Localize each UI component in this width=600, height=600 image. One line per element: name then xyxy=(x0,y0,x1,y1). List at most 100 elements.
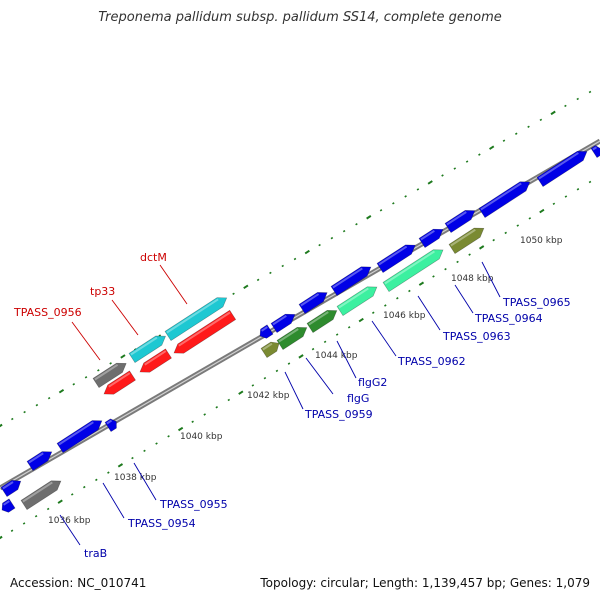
gene-arrow-shape xyxy=(330,266,372,297)
gene-arrow xyxy=(298,292,328,315)
gene-arrow-tpass-0964 xyxy=(448,227,485,255)
tick-mark xyxy=(358,317,364,323)
gene-arrow-flgg-shape xyxy=(276,327,308,351)
tick-mark xyxy=(588,90,592,94)
tick-mark xyxy=(131,456,134,460)
gene-label: TPASS_0956 xyxy=(13,306,82,319)
gene-arrow-sheen xyxy=(28,452,44,464)
gene-arrow-shape xyxy=(536,150,588,188)
genome-summary: Topology: circular; Length: 1,139,457 bp… xyxy=(260,576,590,590)
tick-mark xyxy=(298,354,304,359)
tick-mark xyxy=(167,435,170,438)
gene-arrow-sheen xyxy=(300,293,320,307)
gene-arrow-dctm-rev xyxy=(173,309,237,354)
gene-arrow-tpass-0955-sheen xyxy=(108,372,131,388)
tick-mark xyxy=(335,333,339,336)
tick-mark xyxy=(155,442,158,445)
callout-line xyxy=(71,321,101,361)
gene-label: TPASS_0965 xyxy=(502,296,571,309)
tick-mark xyxy=(379,209,383,212)
gene-arrow-sheen xyxy=(420,229,435,241)
tick-mark xyxy=(396,297,399,300)
tick-mark xyxy=(502,139,506,142)
gene-arrow-trab xyxy=(20,480,62,511)
tick-mark xyxy=(418,281,425,286)
kbp-label: 1044 kbp xyxy=(315,351,358,361)
tick-mark xyxy=(293,257,297,261)
gene-arrow-tp33-rev-shape xyxy=(139,348,172,373)
tick-mark xyxy=(58,389,65,394)
tick-mark xyxy=(468,253,471,256)
kbp-label: 1038 kbp xyxy=(114,473,157,483)
tick-mark xyxy=(191,420,194,423)
gene-arrow xyxy=(376,244,416,274)
tick-mark xyxy=(539,208,545,214)
tick-mark xyxy=(355,222,358,226)
gene-arrow-tpass-0964-sheen xyxy=(450,228,476,247)
tick-mark xyxy=(227,398,231,402)
gene-label: TPASS_0963 xyxy=(442,330,511,343)
tick-mark xyxy=(492,238,495,242)
gene-arrow-tpass-0956-sheen xyxy=(94,363,119,381)
gene-arrow-tpass-0962-sheen xyxy=(338,287,369,309)
gene-arrow-sheen xyxy=(272,314,287,326)
tick-mark xyxy=(404,195,407,198)
gene-arrow-sheen xyxy=(378,245,408,266)
gene-arrow-shape xyxy=(444,210,476,234)
tick-mark xyxy=(588,180,592,184)
tick-mark xyxy=(384,304,387,307)
gene-arrow-shape xyxy=(104,418,117,433)
gene-arrow-tpass-0964-shape xyxy=(448,227,485,255)
gene-arrow-tpass-0959-shape xyxy=(260,341,280,359)
gene-label: TPASS_0955 xyxy=(159,498,228,511)
callout-line xyxy=(284,371,304,410)
gene-label: TPASS_0954 xyxy=(127,517,196,530)
gene-arrow-sheen xyxy=(480,182,522,211)
gene-arrow-sheen xyxy=(2,481,14,490)
tick-mark xyxy=(22,522,26,525)
tick-mark xyxy=(120,354,126,359)
tick-mark xyxy=(576,97,579,101)
kbp-label: 1042 kbp xyxy=(247,391,290,401)
tick-mark xyxy=(371,311,375,314)
gene-arrow xyxy=(536,150,588,188)
tick-mark xyxy=(444,267,447,271)
tick-mark xyxy=(318,243,321,247)
gene-label: tp33 xyxy=(90,285,115,298)
tick-mark xyxy=(0,535,3,540)
gene-arrow xyxy=(418,228,444,249)
gene-arrow-tpass-0955 xyxy=(103,370,136,395)
tick-mark xyxy=(83,485,86,489)
callout-line xyxy=(417,295,441,331)
gene-label: flgG xyxy=(347,392,369,405)
gene-arrow-flgg-sheen xyxy=(278,328,299,343)
gene-arrow-dctm-sheen xyxy=(166,298,219,334)
gene-arrow-shape xyxy=(26,451,53,472)
tick-mark xyxy=(34,514,38,518)
tick-mark xyxy=(95,478,98,482)
gene-arrow-sheen xyxy=(446,211,467,226)
gene-arrow-tpass-0962 xyxy=(336,286,378,317)
tick-mark xyxy=(408,289,411,293)
kbp-label: 1036 kbp xyxy=(48,516,91,526)
tick-mark xyxy=(251,384,255,387)
gene-arrow xyxy=(590,145,600,159)
kbp-label: 1050 kbp xyxy=(520,236,563,246)
tick-mark xyxy=(107,471,110,474)
tick-mark xyxy=(366,215,372,220)
callout-line xyxy=(159,264,188,305)
gene-arrow-tp33-rev-sheen xyxy=(144,350,167,366)
gene-arrow xyxy=(1,498,16,513)
tick-mark xyxy=(552,202,556,206)
tick-mark xyxy=(427,180,433,185)
gene-arrow-shape xyxy=(270,313,296,334)
gene-arrow-shape xyxy=(298,292,328,315)
callout-line xyxy=(481,261,501,298)
tick-mark xyxy=(70,493,74,496)
gene-arrow-shape xyxy=(590,145,600,159)
tick-mark xyxy=(10,529,14,532)
callout-line xyxy=(305,357,334,395)
gene-arrow-sheen xyxy=(261,326,268,332)
gene-arrow-sheen xyxy=(58,421,94,446)
callout-line xyxy=(336,340,357,379)
